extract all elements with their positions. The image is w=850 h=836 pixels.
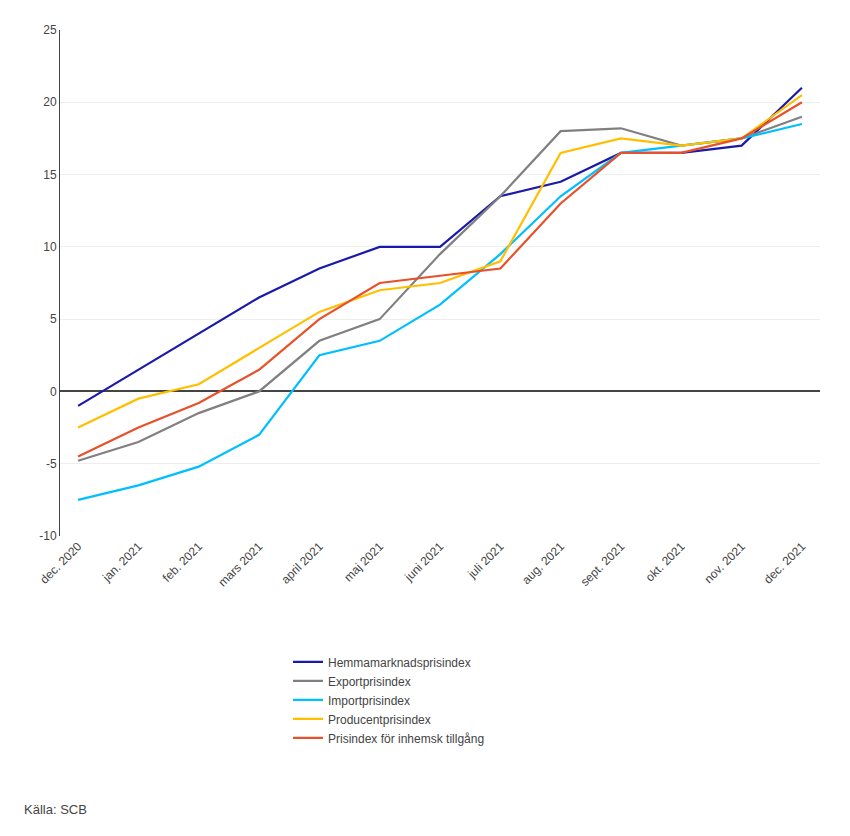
svg-text:okt. 2021: okt. 2021 — [643, 539, 688, 584]
svg-text:juni 2021: juni 2021 — [401, 539, 446, 584]
svg-text:nov. 2021: nov. 2021 — [701, 539, 748, 586]
svg-text:-10: -10 — [39, 529, 57, 543]
svg-text:Exportprisindex: Exportprisindex — [328, 675, 411, 689]
svg-text:Källa: SCB: Källa: SCB — [24, 802, 87, 817]
svg-text:15: 15 — [43, 168, 57, 182]
svg-text:0: 0 — [50, 385, 57, 399]
svg-text:sept. 2021: sept. 2021 — [578, 539, 628, 589]
svg-text:10: 10 — [43, 240, 57, 254]
svg-text:juli 2021: juli 2021 — [464, 539, 506, 581]
svg-text:aug. 2021: aug. 2021 — [519, 539, 567, 587]
svg-text:maj 2021: maj 2021 — [341, 539, 386, 584]
svg-text:dec. 2021: dec. 2021 — [761, 539, 808, 586]
svg-text:dec. 2020: dec. 2020 — [37, 539, 84, 586]
svg-text:Prisindex för inhemsk tillgång: Prisindex för inhemsk tillgång — [328, 732, 484, 746]
svg-text:Hemmamarknadsprisindex: Hemmamarknadsprisindex — [328, 656, 471, 670]
svg-text:-5: -5 — [46, 457, 57, 471]
svg-text:Importprisindex: Importprisindex — [328, 694, 410, 708]
svg-text:5: 5 — [50, 312, 57, 326]
svg-text:mars 2021: mars 2021 — [215, 539, 265, 589]
svg-text:Producentprisindex: Producentprisindex — [328, 713, 431, 727]
svg-text:jan. 2021: jan. 2021 — [99, 539, 145, 585]
svg-text:april 2021: april 2021 — [279, 539, 326, 586]
svg-text:20: 20 — [43, 95, 57, 109]
svg-text:feb. 2021: feb. 2021 — [160, 539, 206, 585]
svg-text:25: 25 — [43, 23, 57, 37]
